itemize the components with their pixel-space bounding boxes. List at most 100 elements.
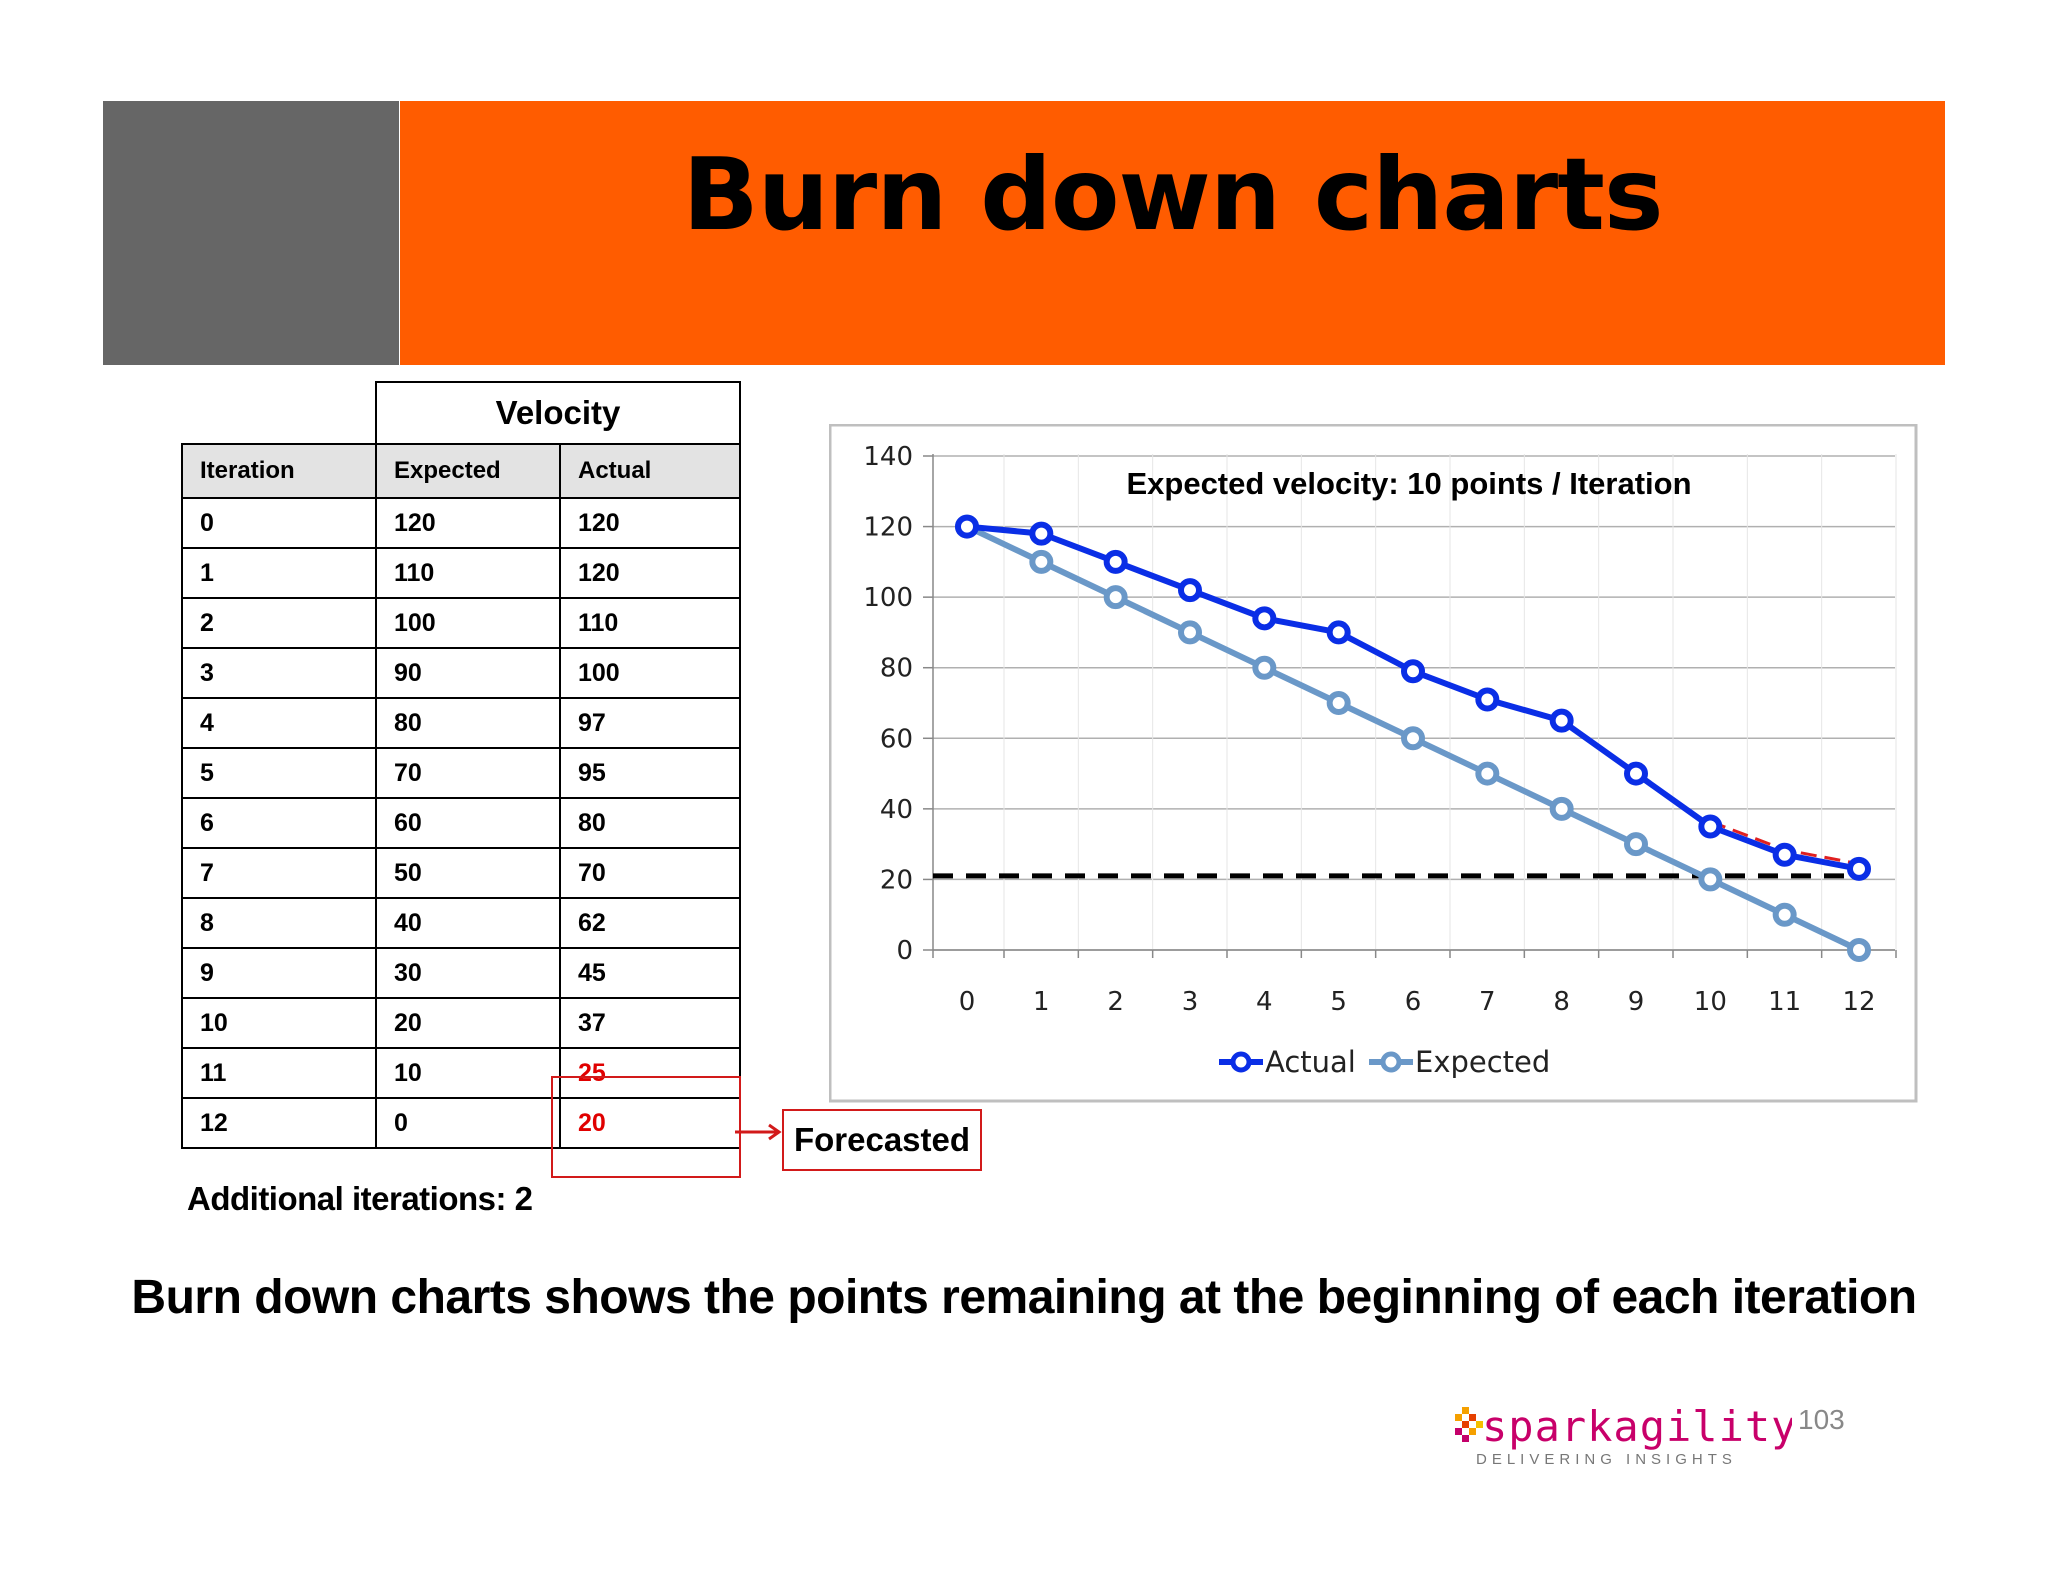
actual-point: [1103, 549, 1128, 574]
x-tick-label: 10: [1694, 987, 1727, 1017]
actual-cell: 62: [559, 897, 741, 949]
forecast-arrow-icon: [735, 1123, 782, 1141]
iteration-cell: 5: [181, 747, 377, 799]
table-row: 3 90 100: [181, 647, 741, 699]
iteration-cell: 11: [181, 1047, 377, 1099]
header-gray-block: [103, 101, 399, 365]
actual-cell: 80: [559, 797, 741, 849]
actual-point: [1401, 659, 1425, 684]
expected-point: [1772, 902, 1797, 927]
iteration-cell: 8: [181, 897, 377, 949]
y-tick-label: 60: [880, 724, 913, 754]
x-tick-label: 7: [1479, 987, 1496, 1017]
chart-title: Expected velocity: 10 points / Iteration: [1126, 466, 1691, 501]
actual-point: [1847, 856, 1871, 881]
actual-point: [1698, 814, 1723, 839]
logo-pixel-mark-icon: [1455, 1407, 1483, 1442]
x-tick-label: 12: [1842, 987, 1875, 1017]
actual-cell: 97: [559, 697, 741, 749]
actual-cell: 70: [559, 847, 741, 899]
x-tick-label: 8: [1553, 987, 1570, 1017]
table-row: 9 30 45: [181, 947, 741, 999]
expected-point: [1698, 867, 1723, 892]
expected-point: [1549, 796, 1574, 821]
expected-point: [1624, 832, 1648, 857]
legend-label: Actual: [1265, 1045, 1356, 1079]
iteration-cell: 0: [181, 497, 377, 549]
x-tick-label: 3: [1182, 987, 1199, 1017]
table-row: 4 80 97: [181, 697, 741, 749]
expected-cell: 40: [375, 897, 561, 949]
actual-cell: 100: [559, 647, 741, 699]
y-tick-label: 20: [880, 865, 913, 895]
actual-point: [1252, 606, 1277, 631]
actual-cell: 95: [559, 747, 741, 799]
expected-cell: 70: [375, 747, 561, 799]
iteration-cell: 9: [181, 947, 377, 999]
forecast-highlight-box: [551, 1076, 741, 1178]
logo-wordmark: sparkagility: [1482, 1402, 1792, 1451]
expected-cell: 10: [375, 1047, 561, 1099]
expected-cell: 90: [375, 647, 561, 699]
table-row: 11 10 25: [181, 1047, 741, 1099]
legend-label: Expected: [1415, 1045, 1550, 1079]
expected-point: [1475, 761, 1500, 786]
table-column-header-row: Iteration Expected Actual: [181, 443, 741, 499]
page-number: 103: [1798, 1404, 1845, 1435]
slide-caption: Burn down charts shows the points remain…: [131, 1271, 1917, 1324]
x-tick-label: 0: [959, 987, 976, 1017]
expected-point: [1847, 938, 1871, 962]
logo-tagline: DELIVERING INSIGHTS: [1476, 1451, 1737, 1468]
actual-cell: 45: [559, 947, 741, 999]
header-orange-banner: [400, 101, 1945, 365]
x-tick-label: 2: [1107, 987, 1124, 1017]
additional-iterations-note: Additional iterations: 2: [187, 1180, 533, 1217]
expected-cell: 30: [375, 947, 561, 999]
expected-point: [1326, 691, 1351, 715]
actual-point: [1624, 761, 1648, 786]
table-row: 8 40 62: [181, 897, 741, 949]
actual-point: [1326, 620, 1351, 645]
expected-cell: 60: [375, 797, 561, 849]
table-row: 1 110 120: [181, 547, 741, 599]
iteration-cell: 2: [181, 597, 377, 649]
expected-point: [1252, 655, 1277, 680]
actual-point: [1772, 842, 1797, 867]
x-tick-label: 4: [1256, 987, 1273, 1017]
chart-frame: [829, 424, 1918, 1103]
expected-cell: 80: [375, 697, 561, 749]
expected-point: [1103, 585, 1128, 610]
actual-point: [955, 514, 979, 539]
x-tick-label: 11: [1768, 987, 1801, 1017]
expected-cell: 20: [375, 997, 561, 1049]
actual-cell: 25: [559, 1047, 741, 1099]
table-row: 7 50 70: [181, 847, 741, 899]
x-tick-label: 9: [1628, 987, 1645, 1017]
iteration-cell: 12: [181, 1097, 377, 1149]
sparkagility-logo: sparkagility DELIVERING INSIGHTS: [1455, 1402, 1792, 1468]
actual-point: [1029, 521, 1054, 546]
actual-cell: 120: [559, 497, 741, 549]
table-group-header-row: Velocity: [182, 381, 741, 445]
forecast-label: Forecasted: [782, 1109, 982, 1171]
actual-point: [1475, 687, 1500, 712]
column-header-actual: Actual: [559, 443, 741, 499]
table-row: 6 60 80: [181, 797, 741, 849]
x-tick-label: 1: [1033, 987, 1050, 1017]
table-row: 10 20 37: [181, 997, 741, 1049]
expected-cell: 50: [375, 847, 561, 899]
y-tick-label: 120: [863, 513, 913, 543]
iteration-cell: 1: [181, 547, 377, 599]
expected-cell: 100: [375, 597, 561, 649]
y-tick-label: 140: [863, 442, 913, 472]
y-tick-label: 0: [896, 936, 913, 966]
iteration-cell: 3: [181, 647, 377, 699]
actual-cell: 37: [559, 997, 741, 1049]
table-blank-cell: [182, 382, 377, 444]
legend-marker: [1230, 1051, 1252, 1073]
iteration-cell: 6: [181, 797, 377, 849]
iteration-cell: 7: [181, 847, 377, 899]
column-header-expected: Expected: [375, 443, 561, 499]
actual-point: [1549, 708, 1574, 733]
